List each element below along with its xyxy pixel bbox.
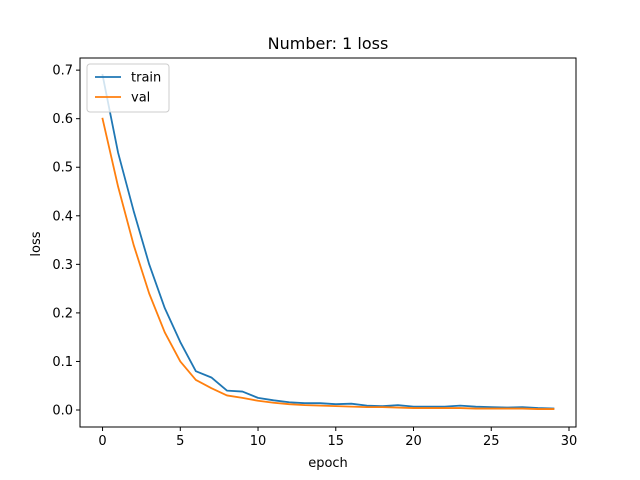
y-tick-label: 0.6	[52, 112, 73, 127]
y-tick-label: 0.0	[52, 404, 73, 419]
x-tick-label: 10	[250, 434, 267, 449]
plot-frame	[79, 57, 577, 428]
series-line-val	[101, 117, 555, 410]
y-tick-label: 0.7	[52, 64, 73, 79]
legend-box	[86, 63, 170, 113]
chart-title: Number: 1 loss	[268, 34, 389, 53]
y-tick-label: 0.5	[52, 161, 73, 176]
x-axis-title: epoch	[308, 456, 348, 471]
y-axis-title: loss	[29, 231, 44, 256]
y-tick-label: 0.1	[52, 355, 73, 370]
plot-area: 0 5 10 15 20 25 30 0.0 0.1 0.2 0.3 0.4 0.5 0.6 0.7 trai…	[52, 57, 578, 449]
legend-label-val: val	[131, 91, 150, 106]
x-tick-label: 5	[176, 434, 184, 449]
x-tick-label: 25	[483, 434, 500, 449]
y-tick-label: 0.4	[52, 209, 73, 224]
series-line-train	[101, 73, 555, 410]
x-tick-label: 20	[405, 434, 422, 449]
x-tick-label: 30	[561, 434, 578, 449]
x-tick-label: 0	[98, 434, 106, 449]
x-tick-label: 15	[328, 434, 345, 449]
y-tick-label: 0.2	[52, 306, 73, 321]
legend-label-train: train	[131, 71, 161, 86]
y-tick-label: 0.3	[52, 258, 73, 273]
